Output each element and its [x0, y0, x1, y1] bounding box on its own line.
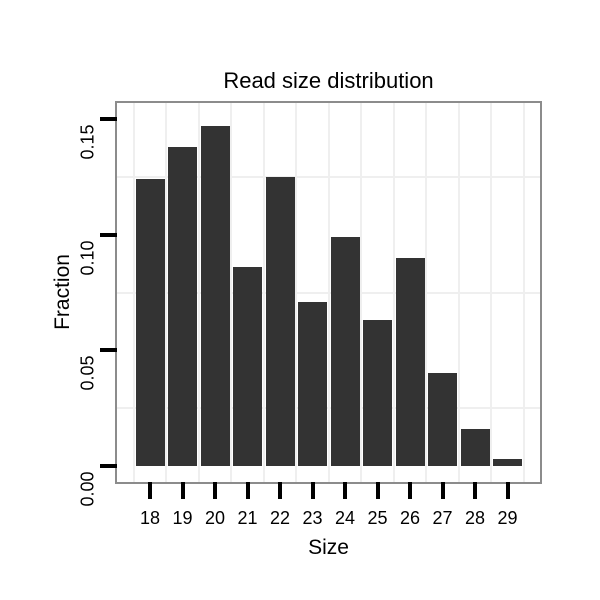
x-tick-label: 27 — [432, 508, 453, 528]
x-tick-label: 29 — [497, 508, 518, 528]
x-tick — [375, 482, 380, 499]
plot-panel — [117, 103, 540, 482]
x-tick — [180, 482, 185, 499]
x-tick-label: 26 — [399, 508, 421, 528]
y-tick-label: 0.10 — [77, 240, 98, 276]
bar-26 — [395, 257, 425, 466]
y-tick — [100, 348, 117, 353]
x-tick-label: 22 — [269, 508, 291, 528]
x-tick — [440, 482, 445, 499]
y-tick — [100, 232, 117, 237]
y-axis-title: Fraction — [51, 254, 74, 330]
y-tick-label: 0.15 — [77, 124, 98, 160]
bar-18 — [135, 179, 165, 466]
v-gridline — [392, 103, 395, 482]
x-tick-label: 23 — [302, 508, 323, 528]
x-tick-label: 24 — [334, 508, 356, 528]
x-tick — [278, 482, 282, 499]
x-tick — [343, 482, 347, 499]
x-axis-title: Size — [308, 536, 349, 559]
y-tick — [100, 464, 117, 468]
x-tick — [245, 482, 250, 499]
bar-28 — [460, 428, 490, 466]
v-gridline — [522, 103, 525, 482]
x-tick — [148, 482, 152, 499]
v-gridline — [165, 103, 168, 482]
bar-23 — [298, 301, 327, 466]
x-tick-label: 21 — [237, 508, 258, 528]
v-gridline — [230, 103, 233, 482]
bar-27 — [428, 373, 457, 466]
v-gridline — [360, 103, 363, 482]
v-gridline — [425, 103, 428, 482]
bar-19 — [168, 146, 197, 466]
v-gridline — [262, 103, 265, 482]
v-gridline — [132, 103, 135, 482]
x-tick — [473, 482, 477, 499]
x-tick-label: 19 — [172, 508, 193, 528]
bar-25 — [363, 320, 392, 466]
v-gridline — [490, 103, 493, 482]
y-tick — [100, 117, 117, 121]
bar-22 — [265, 176, 295, 466]
x-tick — [213, 482, 217, 499]
v-gridline — [295, 103, 298, 482]
bar-24 — [330, 236, 360, 466]
chart-title: Read size distribution — [223, 68, 434, 93]
x-tick — [505, 482, 510, 499]
x-tick-label: 20 — [204, 508, 226, 528]
x-tick — [408, 482, 412, 499]
x-tick-label: 18 — [139, 508, 161, 528]
v-gridline — [197, 103, 200, 482]
x-tick-label: 28 — [464, 508, 486, 528]
x-tick — [310, 482, 315, 499]
y-tick-label: 0.05 — [77, 355, 98, 391]
v-gridline — [327, 103, 330, 482]
y-tick-label: 0.00 — [77, 471, 98, 507]
bar-21 — [233, 267, 262, 466]
bar-29 — [493, 459, 522, 466]
bar-20 — [200, 125, 230, 466]
v-gridline — [457, 103, 460, 482]
x-tick-label: 25 — [367, 508, 388, 528]
